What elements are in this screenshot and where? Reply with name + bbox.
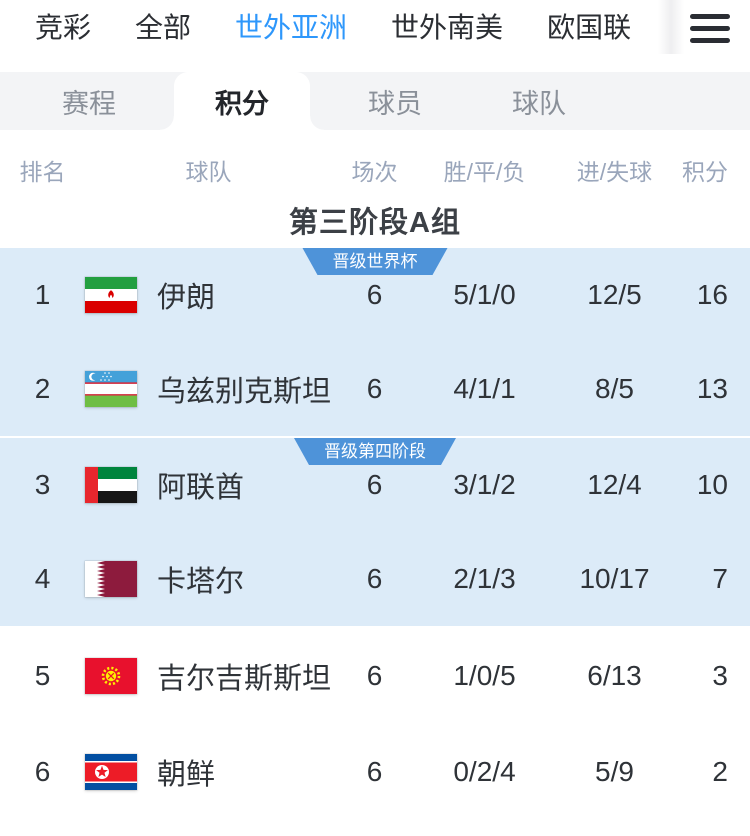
rank-cell: 6 <box>34 756 51 787</box>
qualification-badge: 晋级世界杯 <box>303 248 448 275</box>
rank-cell: 3 <box>34 469 51 500</box>
team-name: 乌兹别克斯坦 <box>157 376 332 408</box>
goals-cell: 5/9 <box>595 756 634 787</box>
played-cell: 6 <box>366 469 383 500</box>
played-cell: 6 <box>366 660 383 691</box>
goals-cell: 10/17 <box>579 563 650 594</box>
top-nav-item-wcq-asia[interactable]: 世外亚洲 <box>235 12 348 43</box>
points-cell: 7 <box>712 563 728 594</box>
played-cell: 6 <box>366 563 383 594</box>
wdl-cell: 5/1/0 <box>453 279 516 310</box>
kyrgyzstan-flag-icon <box>85 658 157 694</box>
points-cell: 10 <box>696 469 728 500</box>
top-nav-item-jingcai[interactable]: 竞彩 <box>35 12 92 43</box>
rank-cell: 4 <box>34 563 51 594</box>
top-nav-item-all[interactable]: 全部 <box>135 12 192 43</box>
team-name: 伊朗 <box>157 282 216 314</box>
top-nav-item-wcq-southamerica[interactable]: 世外南美 <box>391 12 504 43</box>
group-title: 第三阶段A组 <box>289 207 461 239</box>
wdl-cell: 0/2/4 <box>453 756 516 787</box>
column-header-team: 球队 <box>185 159 232 185</box>
column-header-points: 积分 <box>682 159 728 185</box>
nav-fade-divider <box>658 0 684 54</box>
team-name: 阿联酋 <box>157 472 245 504</box>
column-header-played: 场次 <box>351 159 398 185</box>
qualification-badge: 晋级第四阶段 <box>294 438 456 465</box>
standings-row-uae[interactable]: 3 阿联酋 6 3/1/2 12/4 10 <box>0 438 750 532</box>
standings-row-northkorea[interactable]: 6 朝鲜 6 0/2/4 5/9 2 <box>0 724 750 820</box>
standings-row-kyrgyzstan[interactable]: 5 吉尔吉斯斯坦 6 1/0/5 6/13 3 <box>0 628 750 724</box>
points-cell: 16 <box>696 279 728 310</box>
standings-row-iran[interactable]: 1 伊朗 6 5/1/0 12/5 16 <box>0 248 750 342</box>
uzbekistan-flag-icon <box>85 371 157 407</box>
uae-flag-icon <box>85 467 157 503</box>
standings-row-qatar[interactable]: 4 卡塔尔 6 2/1/3 10/17 7 <box>0 532 750 626</box>
standings-row-uzbekistan[interactable]: 2 乌兹别克斯坦 6 4/1/1 8/5 13 <box>0 342 750 436</box>
wdl-cell: 2/1/3 <box>453 563 516 594</box>
hamburger-menu-icon[interactable] <box>690 8 732 48</box>
tab-standings[interactable]: 积分 <box>160 72 324 130</box>
goals-cell: 8/5 <box>595 373 634 404</box>
top-nav-item-nations-league[interactable]: 欧国联 <box>547 12 632 43</box>
standings-header-row: 排名 球队 场次 胜/平/负 进/失球 积分 <box>0 148 750 192</box>
tab-teams[interactable]: 球队 <box>512 88 566 119</box>
played-cell: 6 <box>366 756 383 787</box>
rank-cell: 1 <box>34 279 51 310</box>
north-korea-flag-icon <box>85 754 157 790</box>
points-cell: 2 <box>712 756 728 787</box>
tab-schedule[interactable]: 赛程 <box>62 88 116 119</box>
top-nav: 竞彩 全部 世外亚洲 世外南美 欧国联 <box>0 0 750 72</box>
tab-players[interactable]: 球员 <box>368 88 422 119</box>
goals-cell: 6/13 <box>587 660 642 691</box>
goals-cell: 12/4 <box>587 469 642 500</box>
team-name: 卡塔尔 <box>157 566 245 598</box>
qatar-flag-icon <box>85 561 157 597</box>
wdl-cell: 3/1/2 <box>453 469 516 500</box>
column-header-wdl: 胜/平/负 <box>443 159 526 185</box>
column-header-rank: 排名 <box>19 159 66 185</box>
wdl-cell: 1/0/5 <box>453 660 516 691</box>
played-cell: 6 <box>366 279 383 310</box>
rank-cell: 2 <box>34 373 51 404</box>
points-cell: 3 <box>712 660 728 691</box>
section-qualified-worldcup: 晋级世界杯 1 伊朗 6 5/1/0 12/5 16 2 乌兹别克斯坦 6 4/… <box>0 248 750 436</box>
team-name: 吉尔吉斯斯坦 <box>157 663 332 695</box>
played-cell: 6 <box>366 373 383 404</box>
rank-cell: 5 <box>34 660 51 691</box>
sub-tab-bar: 赛程 积分 球员 球队 <box>0 72 750 130</box>
goals-cell: 12/5 <box>587 279 642 310</box>
points-cell: 13 <box>696 373 728 404</box>
standings-table: 排名 球队 场次 胜/平/负 进/失球 积分 第三阶段A组 晋级世界杯 1 伊朗… <box>0 148 750 820</box>
iran-flag-icon <box>85 277 157 313</box>
section-qualified-stage4: 晋级第四阶段 3 阿联酋 6 3/1/2 12/4 10 4 卡塔尔 6 2/1… <box>0 438 750 626</box>
column-header-goals: 进/失球 <box>576 159 653 185</box>
wdl-cell: 4/1/1 <box>453 373 516 404</box>
section-eliminated: 5 吉尔吉斯斯坦 6 1/0/5 6/13 3 6 朝鲜 6 0/2/4 5/9… <box>0 628 750 820</box>
team-name: 朝鲜 <box>157 759 216 791</box>
